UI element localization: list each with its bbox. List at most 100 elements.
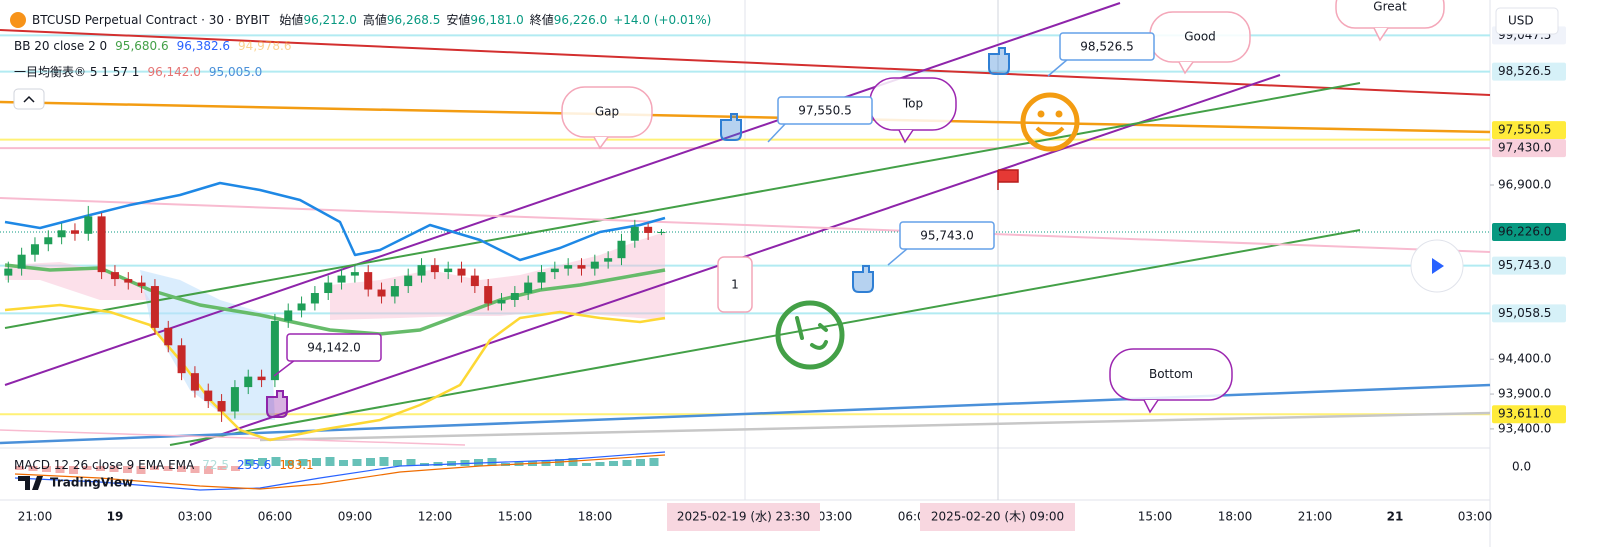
candle-body: [564, 265, 573, 269]
trend-line: [259, 411, 1491, 442]
macd-histogram: [636, 459, 645, 466]
x-tick-label: 21:00: [18, 510, 53, 524]
macd-histogram: [609, 461, 618, 466]
macd-line: [14, 451, 666, 491]
candle-body: [364, 272, 373, 290]
collapse-button[interactable]: [13, 88, 45, 110]
trend-line: [4, 2, 1121, 386]
cloud-area: [330, 232, 665, 320]
candle-body: [84, 216, 93, 234]
y-tick-label: 96,900.0: [1498, 178, 1551, 192]
candle-body: [644, 226, 653, 233]
candle-body: [217, 401, 226, 412]
price-callout: [899, 221, 995, 250]
macd-histogram: [582, 463, 591, 466]
price-callout: [1059, 32, 1155, 61]
indicator-legend: 一目均衡表® 5 1 57 1 96,142.0 95,005.0: [14, 65, 262, 79]
candle-body: [404, 275, 413, 287]
macd-histogram: [204, 466, 213, 474]
cloud-area: [5, 262, 150, 300]
hand-icon: [720, 113, 742, 141]
candle-body: [657, 231, 666, 233]
price-callout-label: 97,550.5: [798, 104, 851, 118]
price-tag-label: 95,743.0: [1498, 258, 1551, 272]
candle-body: [524, 282, 533, 294]
indicator-value: 95,005.0: [209, 65, 262, 79]
price-tag-label: 98,526.5: [1498, 64, 1551, 78]
candle-body: [230, 387, 239, 412]
trend-line: [0, 197, 1491, 253]
ohlc-label: 始値: [279, 12, 303, 27]
price-change: +14.0 (+0.01%): [613, 13, 711, 27]
price-callout-label: 95,743.0: [920, 229, 973, 243]
ohlc-value: 96,181.0: [470, 13, 523, 27]
hand-icon: [988, 47, 1010, 75]
price-tag: [1492, 62, 1566, 81]
price-tag-label: 96,226.0: [1498, 224, 1551, 238]
macd-histogram: [298, 459, 308, 466]
candle-body: [204, 390, 213, 402]
symbol-icon: [10, 12, 26, 28]
candle-body: [377, 289, 386, 297]
y-tick-label: 94,400.0: [1498, 352, 1551, 366]
macd-value: 183.1: [279, 458, 313, 472]
x-tick-label: 12:00: [418, 510, 453, 524]
ohlc-label: 終値: [530, 12, 554, 27]
macd-histogram: [15, 466, 24, 470]
macd-histogram: [649, 458, 659, 466]
price-callout-label: 94,142.0: [307, 341, 360, 355]
candle-body: [310, 293, 319, 304]
number-label: 1: [731, 278, 739, 292]
x-tick-label: 03:00: [178, 510, 213, 524]
currency-label[interactable]: USD: [1508, 14, 1534, 28]
symbol-name: BTCUSD Perpetual Contract · 30 · BYBIT: [32, 13, 270, 27]
candle-body: [17, 254, 26, 269]
bubble-tail: [1373, 27, 1389, 42]
candle-body: [270, 320, 279, 381]
price-tag: [1492, 222, 1566, 241]
indicator-name: 一目均衡表® 5 1 57 1: [14, 65, 139, 79]
candle-body: [577, 265, 586, 269]
y-tick-label: 93,900.0: [1498, 387, 1551, 401]
macd-histogram: [285, 460, 294, 466]
macd-name: MACD 12 26 close 9 EMA EMA: [14, 458, 195, 472]
macd-histogram: [258, 458, 267, 466]
flag-icon: [997, 169, 1019, 190]
smiley-eye: [1055, 110, 1063, 118]
x-tick-label: 15:00: [1138, 510, 1173, 524]
currency-button[interactable]: [1495, 7, 1559, 35]
bubble-label: Good: [1184, 30, 1216, 44]
candle-body: [30, 244, 39, 255]
candle-body: [164, 327, 173, 346]
hand-icon: [266, 390, 288, 418]
date-label: 2025-02-20 (木) 09:00: [931, 510, 1064, 524]
trend-line: [0, 100, 1491, 134]
date-highlight: [920, 503, 1075, 531]
macd-histogram: [595, 462, 605, 466]
bubble-tail: [593, 136, 609, 150]
collapse-icon: [23, 95, 35, 103]
macd-histogram: [82, 466, 92, 470]
price-tag-label: 93,611.0: [1498, 407, 1551, 421]
candle-body: [337, 275, 346, 283]
indicator-value: 96,382.6: [177, 39, 230, 53]
candle-body: [550, 268, 559, 273]
candle-body: [110, 272, 119, 280]
candle-body: [444, 268, 453, 273]
bubble-tail: [1143, 399, 1159, 414]
candle-body: [150, 286, 159, 328]
macd-histogram: [393, 460, 402, 466]
ohlc-value: 96,226.0: [554, 13, 607, 27]
trend-line: [169, 229, 1361, 446]
candle-body: [177, 345, 186, 374]
date-highlight: [667, 503, 820, 531]
candle-body: [470, 275, 479, 287]
candle-body: [324, 282, 333, 294]
ohlc-value: 96,212.0: [303, 13, 356, 27]
candle-body: [510, 293, 519, 300]
macd-histogram: [109, 466, 119, 472]
smiley-mouth: [1035, 126, 1065, 137]
candle-body: [590, 261, 599, 269]
callout-pointer: [273, 359, 296, 377]
